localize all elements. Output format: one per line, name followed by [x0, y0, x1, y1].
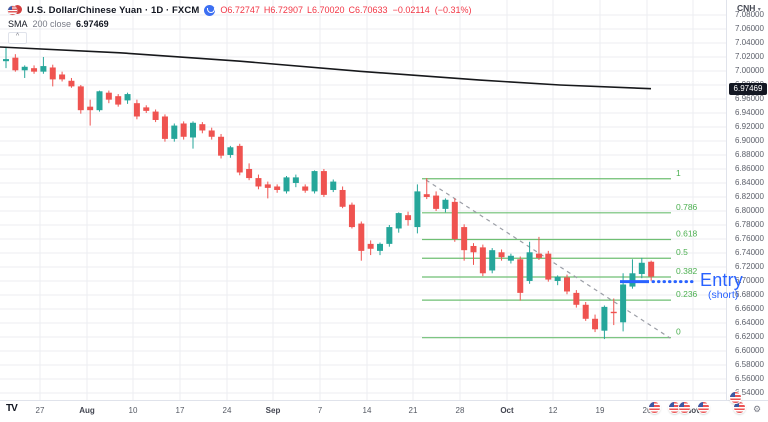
price-tick-label: 6.92000	[735, 122, 764, 132]
ohlc-values: O6.72747 H6.72907 L6.70020 C6.70633	[220, 5, 388, 15]
collapse-indicators-button[interactable]: ^	[8, 32, 27, 44]
price-tick-label: 6.80000	[735, 206, 764, 216]
price-tick-label: 6.84000	[735, 178, 764, 188]
chart-legend: U.S. Dollar/Chinese Yuan · 1D · FXCM O6.…	[8, 4, 471, 30]
indicator-params: 200 close	[32, 19, 72, 29]
us-flag-event-icon[interactable]	[733, 402, 745, 413]
time-tick-label: 17	[175, 406, 185, 415]
time-tick-label: Aug	[79, 406, 95, 415]
tradingview-logo[interactable]: TV	[6, 403, 18, 414]
indicator-name[interactable]: SMA	[8, 19, 28, 29]
price-tick-label: 6.66000	[735, 304, 764, 314]
price-tick-label: 6.86000	[735, 164, 764, 174]
time-tick-label: 27	[35, 406, 45, 415]
price-tick-label: 7.00000	[735, 66, 764, 76]
time-tick-label: Oct	[500, 406, 514, 415]
candles	[3, 47, 655, 340]
price-tick-label: 6.76000	[735, 234, 764, 244]
svg-text:0.382: 0.382	[676, 266, 698, 276]
entry-annotation-label[interactable]: Entry	[700, 269, 744, 290]
time-tick-label: 28	[455, 406, 465, 415]
us-flag-event-icon[interactable]	[729, 392, 741, 403]
price-tick-label: 6.70000	[735, 276, 764, 286]
symbol-flags-icon	[8, 5, 22, 15]
time-tick-label: 19	[595, 406, 605, 415]
price-tick-label: 6.68000	[735, 290, 764, 300]
chevron-down-icon: ▾	[757, 7, 761, 13]
time-tick-label: Sep	[265, 406, 281, 415]
price-tick-label: 6.96000	[735, 94, 764, 104]
price-tick-label: 6.82000	[735, 192, 764, 202]
price-tick-label: 6.88000	[735, 150, 764, 160]
price-tick-label: 6.94000	[735, 108, 764, 118]
us-flag-event-icon[interactable]	[697, 402, 709, 413]
price-tick-label: 7.02000	[735, 52, 764, 62]
fxcm-logo-icon	[204, 4, 216, 16]
svg-text:1: 1	[676, 168, 681, 178]
time-tick-label: 26	[642, 406, 652, 415]
time-tick-label: 21	[408, 406, 418, 415]
svg-text:0.618: 0.618	[676, 228, 698, 238]
price-tick-label: 6.58000	[735, 360, 764, 370]
entry-annotation-sublabel: (short)	[708, 288, 739, 301]
change-value: −0.02114	[392, 5, 430, 15]
price-axis[interactable]: CNH ▾ 6.97469 7.08000 7.06000 7.04000 7.020…	[726, 0, 768, 400]
indicator-value: 6.97469	[76, 19, 109, 29]
us-flag-event-icon[interactable]	[678, 402, 690, 413]
grid	[0, 0, 726, 400]
svg-text:0.236: 0.236	[676, 289, 698, 299]
time-tick-label: 14	[362, 406, 372, 415]
price-tick-label: 6.60000	[735, 346, 764, 356]
time-tick-label: 24	[222, 406, 232, 415]
price-tick-label: 6.62000	[735, 332, 764, 342]
price-tick-label: 6.74000	[735, 248, 764, 258]
svg-text:0.786: 0.786	[676, 202, 698, 212]
price-tick-label: 6.54000	[735, 388, 764, 398]
price-tick-label: 7.08000	[735, 10, 764, 20]
svg-text:0: 0	[676, 327, 681, 337]
time-tick-label: 7	[317, 406, 323, 415]
chevron-up-icon: ^	[15, 33, 20, 40]
candlestick-chart[interactable]: 1 0.786 0.618 0.5 0.382 0.236 0	[0, 0, 726, 400]
price-axis-currency[interactable]: CNH ▾	[737, 3, 761, 13]
price-tick-label: 6.72000	[735, 262, 764, 272]
price-tick-label: 7.04000	[735, 38, 764, 48]
price-tick-label: 6.64000	[735, 318, 764, 328]
time-tick-label: 10	[128, 406, 138, 415]
time-tick-label: 12	[548, 406, 558, 415]
price-tick-label: 6.56000	[735, 374, 764, 384]
change-percent: (−0.31%)	[434, 5, 472, 15]
price-tick-label: 6.90000	[735, 136, 764, 146]
us-flag-event-icon[interactable]	[668, 402, 680, 413]
time-axis[interactable]: TV 27Aug101724Sep7142128Oct121926Nov9	[0, 400, 768, 422]
symbol-title[interactable]: U.S. Dollar/Chinese Yuan · 1D · FXCM	[27, 4, 200, 16]
time-tick-label: Nov	[685, 406, 701, 415]
us-flag-event-icon[interactable]	[648, 402, 660, 413]
sma-price-tag: 6.97469	[729, 82, 767, 95]
price-tick-label: 6.78000	[735, 220, 764, 230]
gear-icon[interactable]: ⚙	[753, 404, 762, 414]
price-tick-label: 7.06000	[735, 24, 764, 34]
sma-200-line[interactable]	[0, 46, 652, 90]
svg-text:0.5: 0.5	[676, 247, 688, 257]
